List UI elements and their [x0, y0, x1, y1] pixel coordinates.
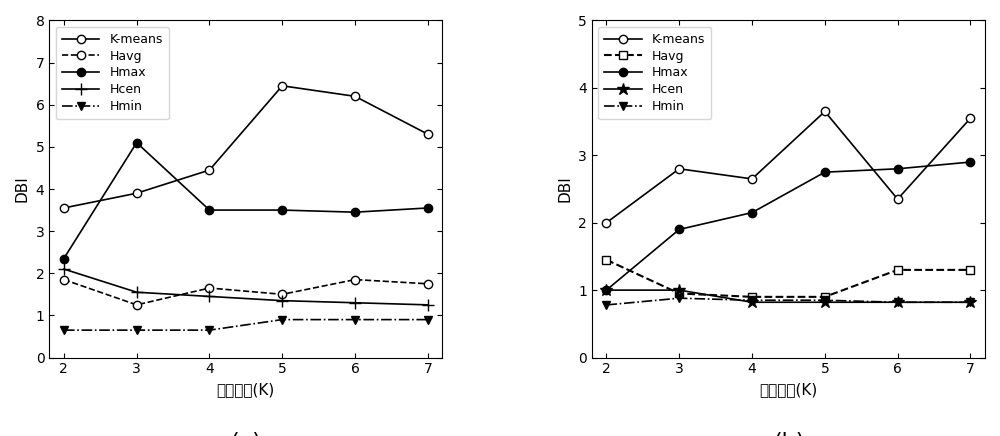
Hmin: [819, 298, 831, 303]
Line: Hcen: Hcen: [600, 284, 977, 309]
Havg: [58, 277, 70, 282]
Hmin: [276, 317, 288, 322]
Hmax: [819, 170, 831, 175]
K-means: [892, 197, 904, 202]
Hcen: [600, 287, 612, 293]
Hmin: [892, 300, 904, 305]
Hmax: [964, 160, 976, 165]
Hmin: [58, 327, 70, 333]
Hmax: [422, 205, 434, 211]
Line: Hcen: Hcen: [58, 263, 434, 311]
Line: K-means: K-means: [60, 82, 432, 212]
K-means: [673, 166, 685, 171]
Hmin: [203, 327, 215, 333]
Hcen: [819, 300, 831, 305]
Hcen: [892, 300, 904, 305]
Hmin: [600, 302, 612, 307]
K-means: [58, 205, 70, 211]
K-means: [349, 94, 361, 99]
Hcen: [58, 266, 70, 272]
Hmax: [203, 208, 215, 213]
Havg: [422, 281, 434, 286]
Havg: [673, 291, 685, 296]
Havg: [964, 267, 976, 272]
K-means: [964, 116, 976, 121]
Hcen: [131, 290, 143, 295]
Havg: [276, 292, 288, 297]
Hcen: [964, 300, 976, 305]
Legend: K-means, Havg, Hmax, Hcen, Hmin: K-means, Havg, Hmax, Hcen, Hmin: [598, 27, 711, 119]
Hmin: [964, 300, 976, 305]
Line: Hmin: Hmin: [602, 294, 975, 309]
Havg: [203, 286, 215, 291]
Hmin: [349, 317, 361, 322]
Y-axis label: DBI: DBI: [558, 176, 573, 202]
Hmin: [422, 317, 434, 322]
X-axis label: 聚类数量(K): 聚类数量(K): [217, 382, 275, 397]
Havg: [746, 294, 758, 300]
Havg: [349, 277, 361, 282]
Legend: K-means, Havg, Hmax, Hcen, Hmin: K-means, Havg, Hmax, Hcen, Hmin: [56, 27, 169, 119]
K-means: [819, 109, 831, 114]
Hmax: [349, 210, 361, 215]
Hcen: [276, 298, 288, 303]
Hmin: [673, 296, 685, 301]
Hcen: [673, 287, 685, 293]
K-means: [422, 132, 434, 137]
Line: Havg: Havg: [60, 276, 432, 309]
Hmax: [58, 256, 70, 261]
Line: Havg: Havg: [602, 255, 975, 301]
Hmin: [746, 298, 758, 303]
Hmax: [276, 208, 288, 213]
Hmax: [600, 287, 612, 293]
Havg: [131, 302, 143, 307]
Hcen: [349, 300, 361, 305]
Hmax: [131, 140, 143, 145]
K-means: [276, 83, 288, 89]
Hmax: [746, 210, 758, 215]
Line: Hmin: Hmin: [60, 315, 432, 334]
Havg: [892, 267, 904, 272]
Havg: [600, 257, 612, 262]
Hmin: [131, 327, 143, 333]
K-means: [746, 176, 758, 181]
Line: K-means: K-means: [602, 107, 975, 227]
Hcen: [203, 294, 215, 299]
Y-axis label: DBI: DBI: [15, 176, 30, 202]
X-axis label: 聚类数量(K): 聚类数量(K): [759, 382, 818, 397]
Line: Hmax: Hmax: [60, 139, 432, 262]
K-means: [131, 191, 143, 196]
K-means: [203, 167, 215, 173]
Line: Hmax: Hmax: [602, 158, 975, 294]
Hmax: [892, 166, 904, 171]
K-means: [600, 220, 612, 225]
Hcen: [422, 302, 434, 307]
Havg: [819, 294, 831, 300]
Hmax: [673, 227, 685, 232]
Text: (a): (a): [230, 432, 261, 436]
Hcen: [746, 300, 758, 305]
Text: (b): (b): [773, 432, 804, 436]
